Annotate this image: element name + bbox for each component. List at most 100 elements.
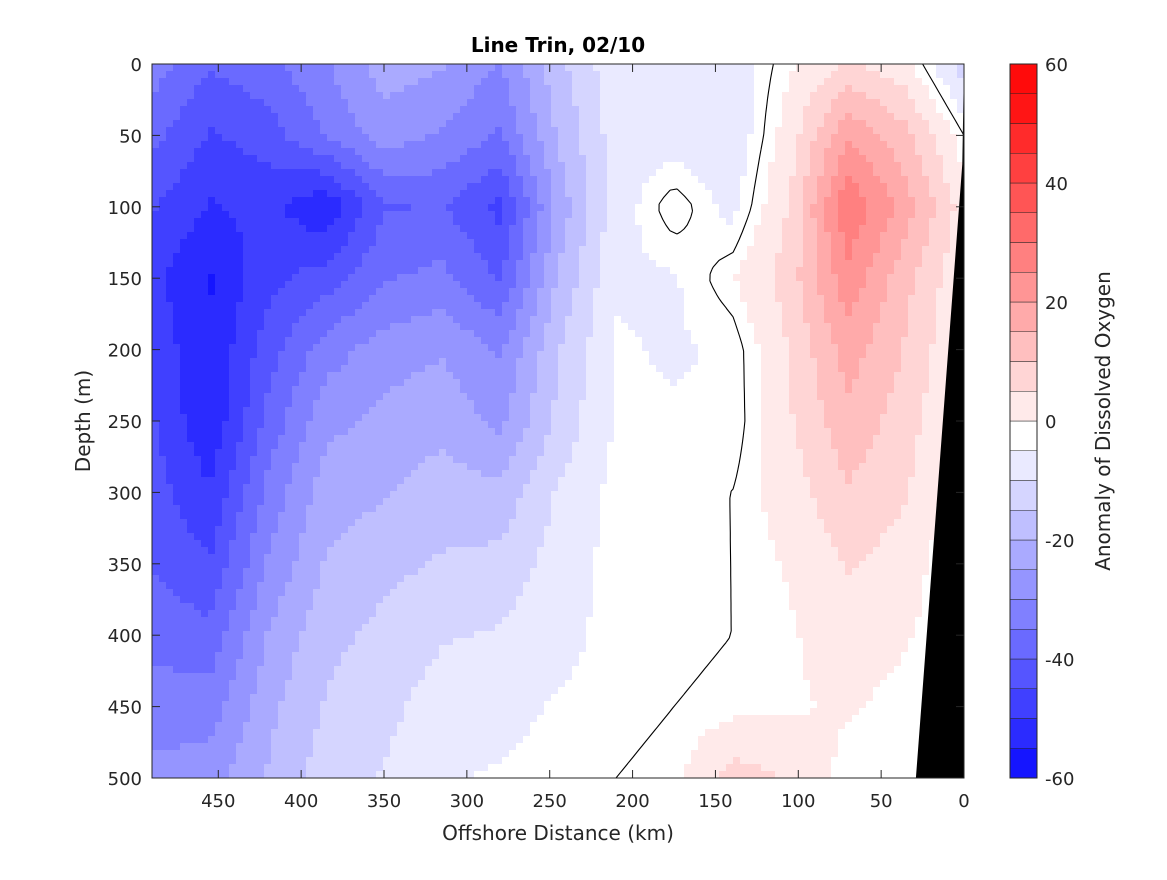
contour-cell: [761, 239, 769, 247]
contour-cell: [670, 204, 678, 212]
contour-cell: [278, 155, 286, 163]
contour-cell: [355, 183, 363, 191]
contour-cell: [607, 155, 615, 163]
contour-cell: [341, 211, 349, 219]
contour-cell: [789, 85, 797, 93]
contour-cell: [810, 260, 818, 268]
contour-cell: [292, 267, 300, 275]
contour-cell: [292, 162, 300, 170]
contour-cell: [712, 351, 720, 359]
contour-cell: [852, 148, 860, 156]
contour-cell: [747, 99, 755, 107]
contour-cell: [383, 337, 391, 345]
contour-cell: [663, 288, 671, 296]
contour-cell: [173, 358, 181, 366]
contour-cell: [656, 351, 664, 359]
contour-cell: [908, 225, 916, 233]
contour-cell: [173, 274, 181, 282]
contour-cell: [558, 267, 566, 275]
contour-cell: [460, 274, 468, 282]
contour-cell: [236, 71, 244, 79]
contour-cell: [243, 246, 251, 254]
contour-cell: [348, 253, 356, 261]
contour-cell: [936, 183, 944, 191]
contour-cell: [957, 120, 964, 128]
contour-cell: [705, 106, 713, 114]
contour-cell: [649, 302, 657, 310]
contour-cell: [404, 190, 412, 198]
contour-cell: [229, 211, 237, 219]
contour-cell: [432, 302, 440, 310]
contour-cell: [215, 183, 223, 191]
contour-cell: [943, 218, 951, 226]
contour-cell: [810, 127, 818, 135]
contour-cell: [530, 85, 538, 93]
contour-cell: [341, 141, 349, 149]
contour-cell: [866, 302, 874, 310]
contour-cell: [152, 71, 160, 79]
contour-cell: [936, 141, 944, 149]
contour-cell: [656, 316, 664, 324]
contour-cell: [404, 253, 412, 261]
contour-cell: [376, 337, 384, 345]
contour-cell: [453, 260, 461, 268]
contour-cell: [530, 78, 538, 86]
contour-cell: [719, 99, 727, 107]
contour-cell: [152, 204, 160, 212]
contour-cell: [677, 344, 685, 352]
contour-cell: [705, 267, 713, 275]
contour-cell: [390, 316, 398, 324]
contour-cell: [397, 211, 405, 219]
contour-cell: [642, 267, 650, 275]
contour-cell: [698, 358, 706, 366]
contour-cell: [523, 246, 531, 254]
contour-cell: [187, 155, 195, 163]
contour-cell: [670, 218, 678, 226]
contour-cell: [726, 302, 734, 310]
contour-cell: [579, 113, 587, 121]
contour-cell: [719, 281, 727, 289]
contour-cell: [453, 337, 461, 345]
contour-cell: [383, 267, 391, 275]
contour-cell: [929, 85, 937, 93]
contour-cell: [684, 344, 692, 352]
contour-cell: [313, 267, 321, 275]
contour-cell: [614, 113, 622, 121]
contour-cell: [551, 176, 559, 184]
contour-cell: [565, 309, 573, 317]
contour-cell: [943, 316, 951, 324]
contour-cell: [425, 99, 433, 107]
contour-cell: [677, 127, 685, 135]
contour-cell: [530, 218, 538, 226]
contour-cell: [383, 71, 391, 79]
contour-cell: [453, 274, 461, 282]
contour-cell: [558, 204, 566, 212]
contour-cell: [446, 288, 454, 296]
contour-cell: [201, 365, 209, 373]
contour-cell: [418, 267, 426, 275]
contour-cell: [586, 302, 594, 310]
contour-cell: [474, 330, 482, 338]
contour-cell: [789, 288, 797, 296]
contour-cell: [299, 274, 307, 282]
contour-cell: [159, 281, 167, 289]
contour-cell: [516, 99, 524, 107]
contour-cell: [236, 267, 244, 275]
contour-cell: [411, 316, 419, 324]
contour-cell: [733, 113, 741, 121]
contour-cell: [880, 134, 888, 142]
contour-cell: [383, 127, 391, 135]
contour-cell: [768, 141, 776, 149]
contour-cell: [817, 253, 825, 261]
contour-cell: [257, 239, 265, 247]
contour-cell: [782, 253, 790, 261]
contour-cell: [838, 358, 846, 366]
contour-cell: [866, 225, 874, 233]
contour-cell: [180, 190, 188, 198]
contour-cell: [285, 358, 293, 366]
contour-cell: [495, 337, 503, 345]
contour-cell: [782, 323, 790, 331]
contour-cell: [670, 288, 678, 296]
contour-cell: [243, 162, 251, 170]
contour-cell: [404, 260, 412, 268]
